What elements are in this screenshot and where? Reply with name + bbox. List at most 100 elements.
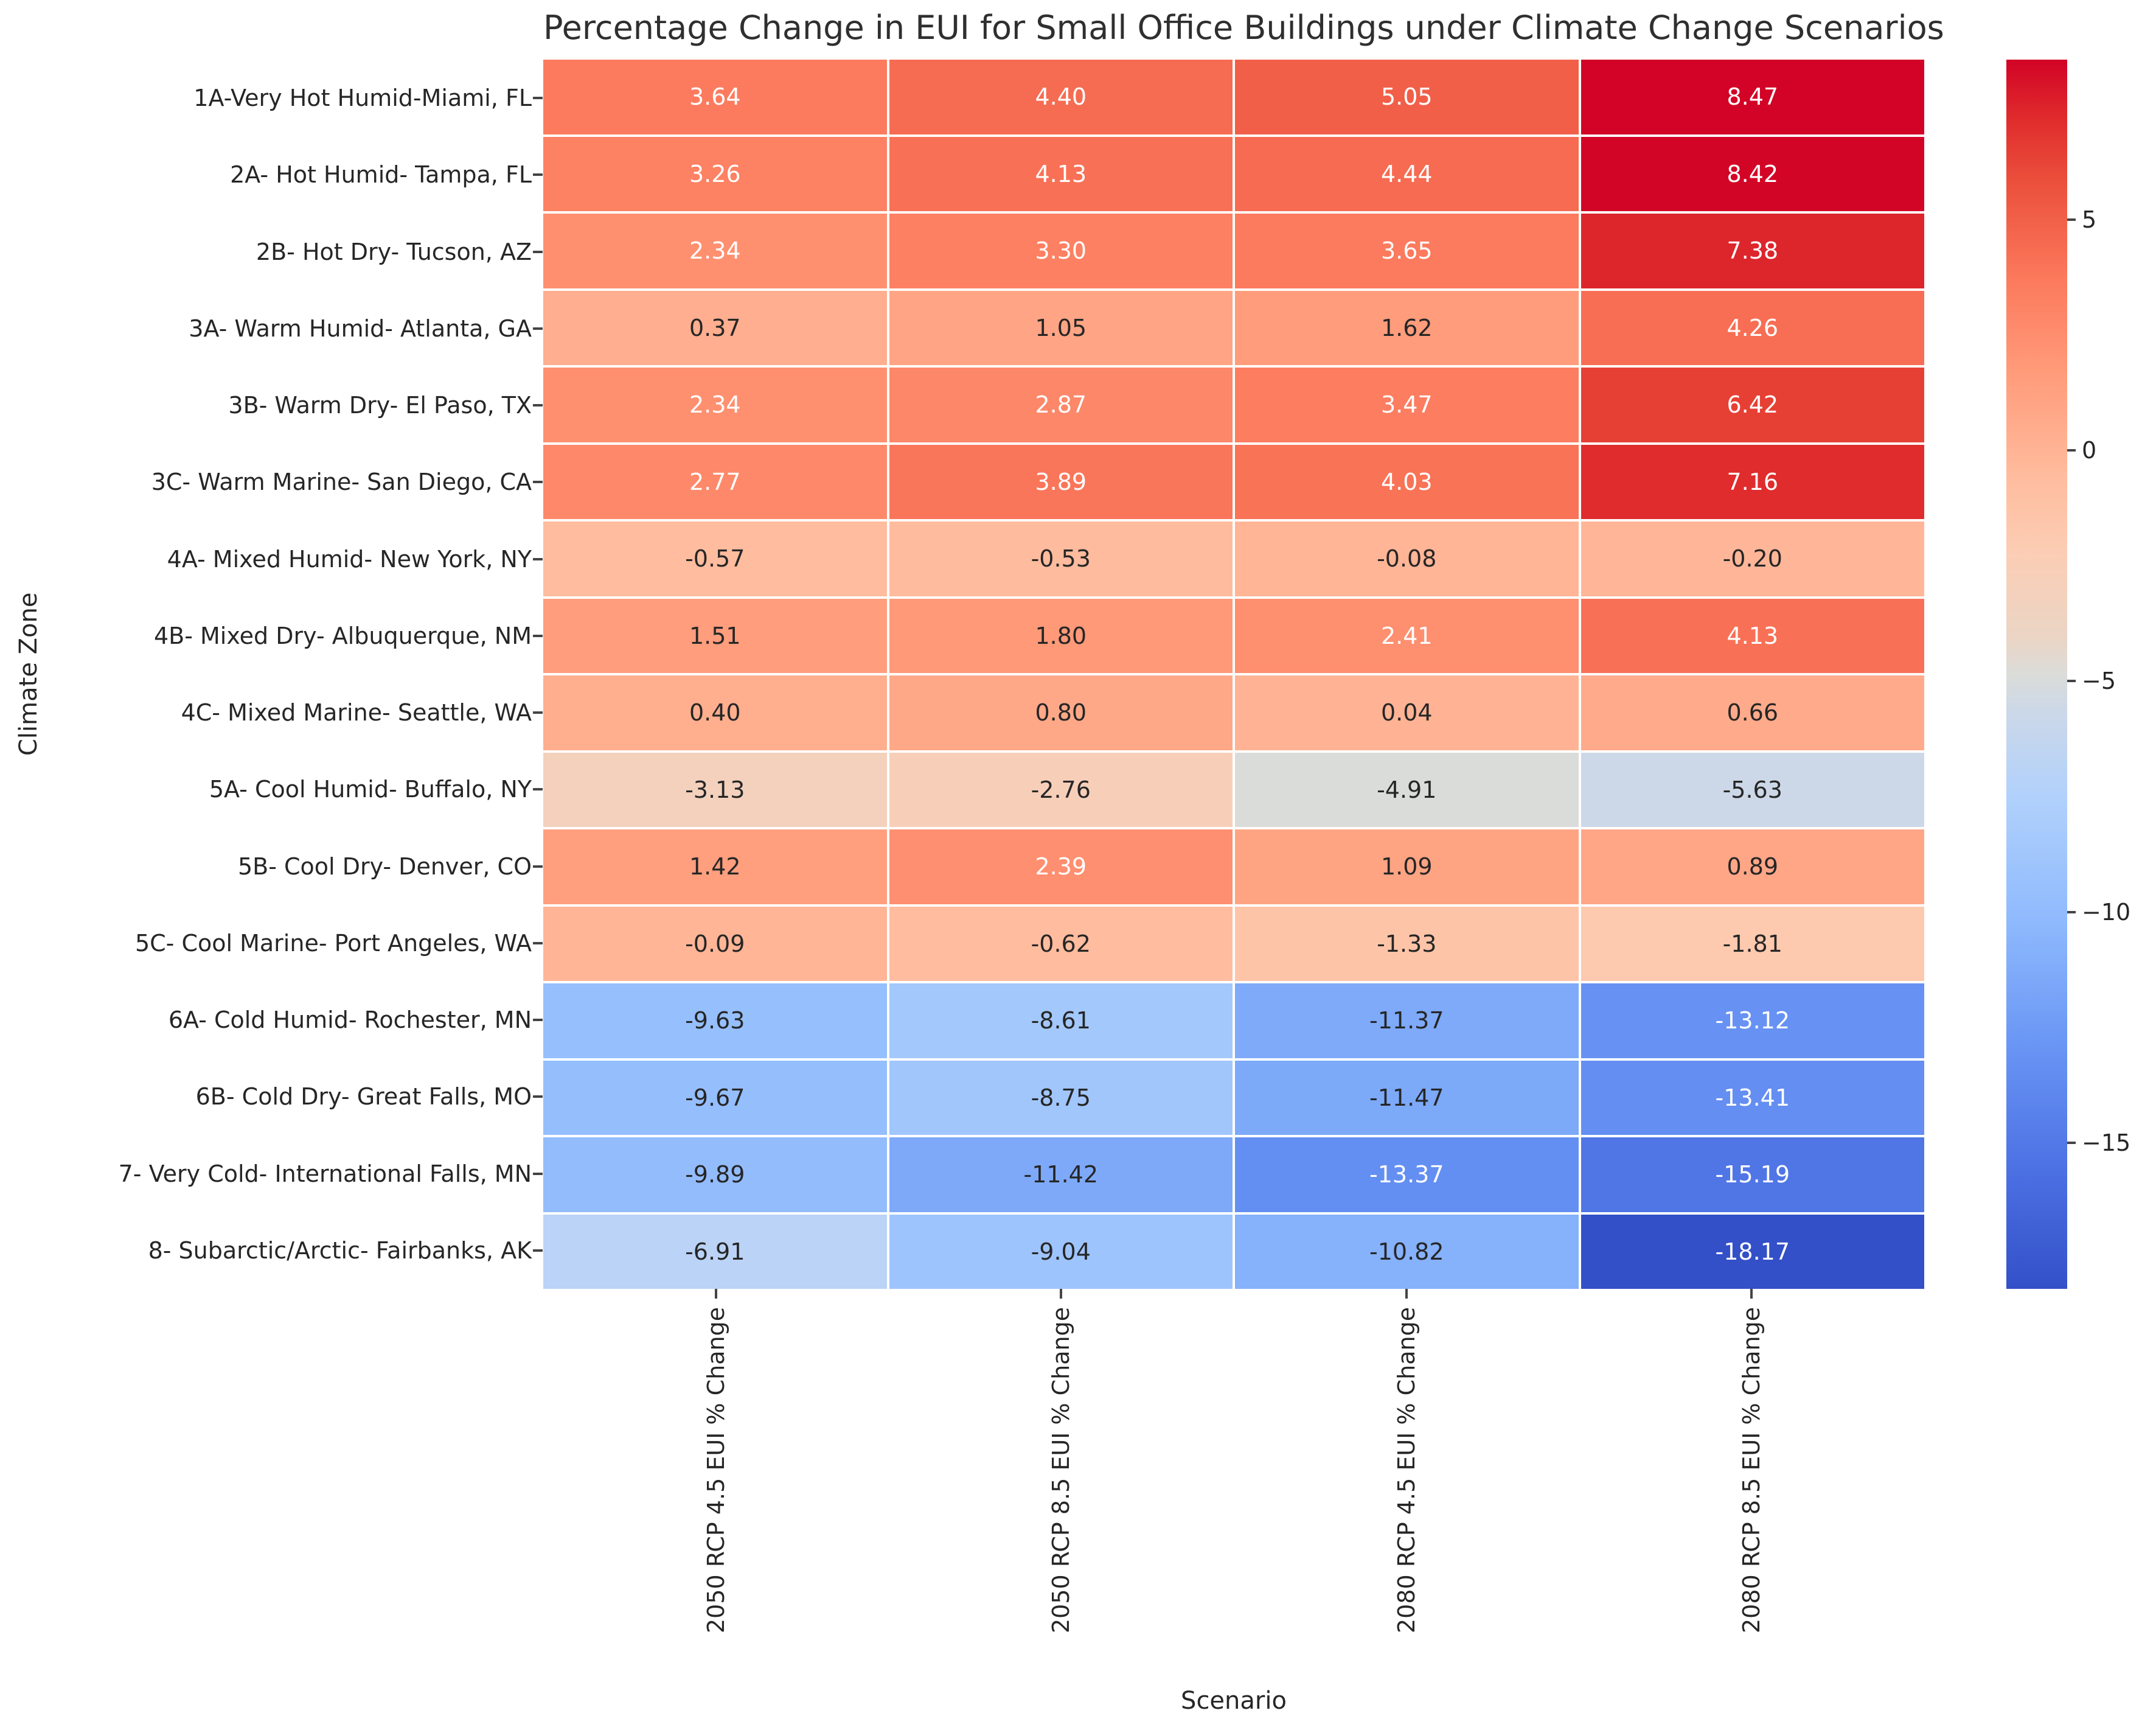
heatmap-cell: -11.37 (1235, 983, 1579, 1058)
heatmap-cell: -18.17 (1580, 1214, 1924, 1289)
y-tick-label: 7- Very Cold- International Falls, MN (118, 1160, 532, 1187)
heatmap-cell: 2.87 (889, 368, 1233, 442)
heatmap-cell: 1.05 (889, 290, 1233, 365)
heatmap-cell: 6.42 (1580, 368, 1924, 442)
y-tick-mark (533, 404, 543, 407)
heatmap-cell: -11.42 (889, 1137, 1233, 1212)
heatmap-cell: -6.91 (543, 1214, 887, 1289)
heatmap-cell: 4.44 (1235, 136, 1579, 211)
y-tick-mark (533, 941, 543, 944)
y-tick-label: 5A- Cool Humid- Buffalo, NY (209, 776, 532, 803)
y-tick-label: 1A-Very Hot Humid-Miami, FL (193, 85, 532, 112)
heatmap-cell: -9.63 (543, 983, 887, 1058)
y-tick-mark (533, 327, 543, 330)
x-axis-title: Scenario (1181, 1687, 1287, 1715)
x-tick-label: 2080 RCP 8.5 EUI % Change (1738, 1307, 1765, 1634)
heatmap-cell: 1.80 (889, 598, 1233, 673)
y-tick-label: 3A- Warm Humid- Atlanta, GA (189, 315, 532, 342)
heatmap-cell: 0.80 (889, 675, 1233, 750)
y-tick-label: 3C- Warm Marine- San Diego, CA (151, 469, 532, 496)
y-tick-mark (533, 1019, 543, 1022)
heatmap-cell: 0.89 (1580, 829, 1924, 904)
heatmap-cell: -0.09 (543, 906, 887, 981)
heatmap-cell: 1.42 (543, 829, 887, 904)
x-tick-mark (1060, 1289, 1063, 1299)
heatmap-cell: -13.12 (1580, 983, 1924, 1058)
heatmap-cell: 3.64 (543, 60, 887, 134)
heatmap-cell: -9.04 (889, 1214, 1233, 1289)
heatmap-cell: 0.66 (1580, 675, 1924, 750)
y-tick-mark (533, 634, 543, 637)
x-tick-mark (714, 1289, 717, 1299)
heatmap-cell: 4.13 (889, 136, 1233, 211)
heatmap-cell: 4.13 (1580, 598, 1924, 673)
colorbar-tick-mark (2067, 680, 2076, 683)
heatmap-cell: 2.34 (543, 214, 887, 288)
y-tick-label: 8- Subarctic/Arctic- Fairbanks, AK (148, 1237, 532, 1264)
y-tick-label: 4C- Mixed Marine- Seattle, WA (181, 699, 532, 727)
heatmap-cell: 1.51 (543, 598, 887, 673)
heatmap-cell: 2.39 (889, 829, 1233, 904)
y-tick-mark (533, 481, 543, 484)
heatmap-grid: 3.64 4.40 5.05 8.47 3.26 4.13 4.44 8.42 2.34 3.30… (543, 60, 1924, 1289)
y-tick-label: 2B- Hot Dry- Tucson, AZ (256, 238, 532, 265)
colorbar-tick-label: 5 (2082, 206, 2097, 234)
heatmap-cell: 3.65 (1235, 214, 1579, 288)
heatmap-cell: 4.40 (889, 60, 1233, 134)
y-tick-label: 4A- Mixed Humid- New York, NY (167, 545, 532, 573)
y-tick-mark (533, 1172, 543, 1175)
colorbar-tick-mark (2067, 1141, 2076, 1144)
colorbar-tick-label: −15 (2082, 1129, 2131, 1156)
heatmap-cell: 0.04 (1235, 675, 1579, 750)
heatmap-cell: -13.37 (1235, 1137, 1579, 1212)
y-tick-mark (533, 97, 543, 100)
heatmap-cell: 4.26 (1580, 290, 1924, 365)
y-tick-label: 6B- Cold Dry- Great Falls, MO (195, 1083, 532, 1111)
y-tick-mark (533, 557, 543, 560)
heatmap-cell: 1.62 (1235, 290, 1579, 365)
heatmap-cell: -0.53 (889, 522, 1233, 596)
heatmap-cell: 1.09 (1235, 829, 1579, 904)
heatmap-cell: 0.37 (543, 290, 887, 365)
heatmap-cell: 0.40 (543, 675, 887, 750)
heatmap-cell: 7.16 (1580, 444, 1924, 519)
x-tick-mark (1405, 1289, 1408, 1299)
heatmap-cell: -9.67 (543, 1060, 887, 1135)
y-tick-mark (533, 711, 543, 714)
colorbar-tick-mark (2067, 449, 2076, 452)
heatmap-cell: -11.47 (1235, 1060, 1579, 1135)
y-tick-mark (533, 250, 543, 253)
colorbar-tick-label: 0 (2082, 437, 2097, 464)
heatmap-cell: 2.34 (543, 368, 887, 442)
y-axis-title: Climate Zone (15, 592, 43, 756)
y-tick-label: 5B- Cool Dry- Denver, CO (237, 853, 532, 880)
y-tick-mark (533, 1095, 543, 1098)
heatmap-cell: -2.76 (889, 752, 1233, 827)
heatmap-cell: -3.13 (543, 752, 887, 827)
colorbar-tick-mark (2067, 910, 2076, 913)
heatmap-cell: -0.08 (1235, 522, 1579, 596)
heatmap-cell: 3.89 (889, 444, 1233, 519)
heatmap-cell: -1.33 (1235, 906, 1579, 981)
heatmap-cell: -0.20 (1580, 522, 1924, 596)
heatmap-cell: 7.38 (1580, 214, 1924, 288)
colorbar-tick-label: −5 (2082, 668, 2116, 695)
y-tick-label: 6A- Cold Humid- Rochester, MN (168, 1007, 532, 1034)
y-tick-mark (533, 788, 543, 791)
heatmap-cell: -0.57 (543, 522, 887, 596)
heatmap-cell: 8.47 (1580, 60, 1924, 134)
y-tick-mark (533, 173, 543, 176)
heatmap-cell: 3.47 (1235, 368, 1579, 442)
heatmap-cell: -13.41 (1580, 1060, 1924, 1135)
x-tick-label: 2050 RCP 4.5 EUI % Change (702, 1307, 729, 1634)
heatmap-cell: -8.61 (889, 983, 1233, 1058)
heatmap-cell: 5.05 (1235, 60, 1579, 134)
x-tick-mark (1750, 1289, 1753, 1299)
heatmap-cell: -4.91 (1235, 752, 1579, 827)
x-tick-label: 2050 RCP 8.5 EUI % Change (1048, 1307, 1075, 1634)
colorbar-gradient (2006, 60, 2067, 1289)
heatmap-cell: 3.26 (543, 136, 887, 211)
colorbar-tick-mark (2067, 218, 2076, 222)
y-tick-label: 2A- Hot Humid- Tampa, FL (230, 161, 532, 189)
